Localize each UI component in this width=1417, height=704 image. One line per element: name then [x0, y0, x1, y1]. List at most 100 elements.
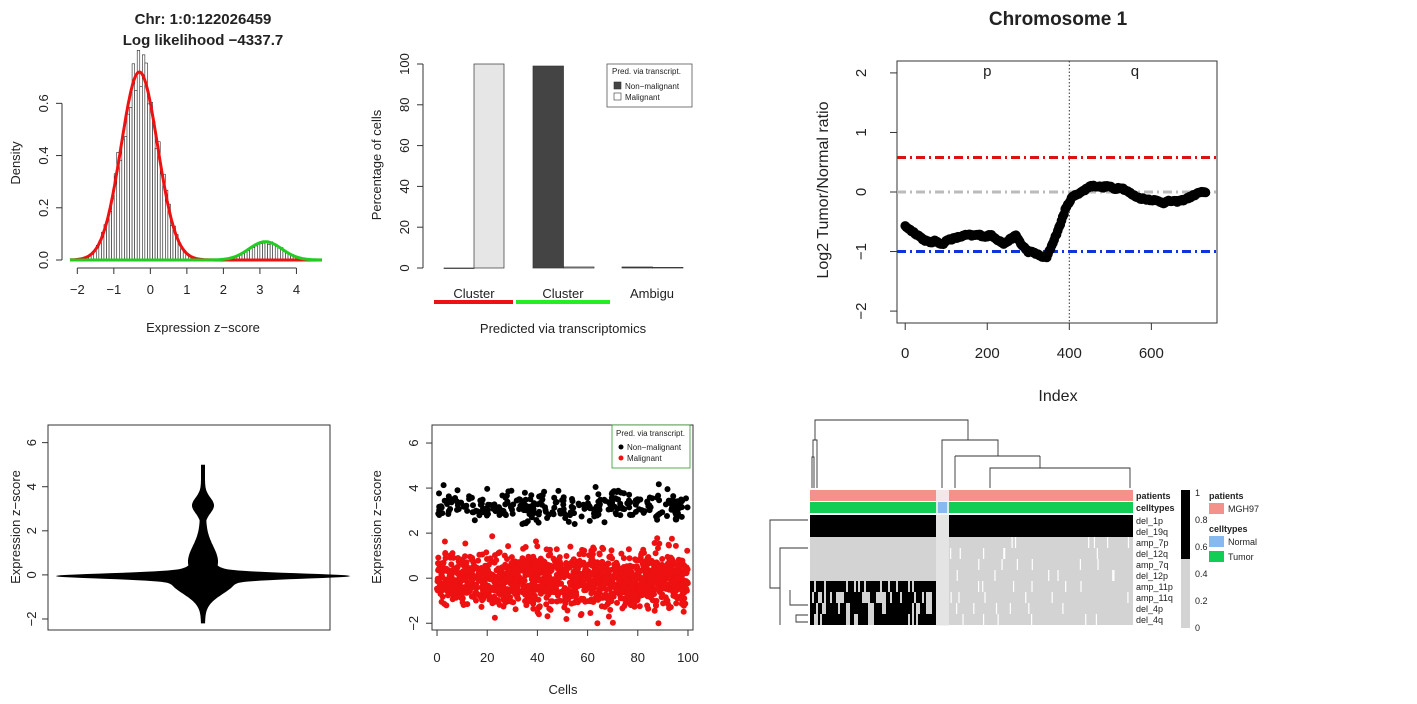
scatter-point: [569, 593, 576, 600]
scatter-point: [536, 604, 543, 611]
scatter-legend-item-nonmalignant: Non−malignant: [627, 443, 682, 452]
scatter-point: [627, 567, 634, 573]
scatter-point: [664, 513, 670, 519]
heatmap-cell: [886, 581, 888, 592]
scatter-point: [438, 598, 445, 605]
histogram-bar: [149, 101, 153, 261]
histogram-bar: [111, 198, 115, 261]
histogram-bar: [259, 243, 263, 261]
heatmap-row-block: [949, 581, 1133, 592]
heatmap-cell: [874, 592, 876, 603]
scatter-point: [504, 498, 511, 505]
arm-label-q: q: [1131, 63, 1139, 80]
heatmap-cell: [810, 592, 812, 603]
scatter-legend-title: Pred. via transcript.: [616, 429, 685, 438]
heatmap-cell: [860, 581, 862, 592]
heatmap-cell: [924, 614, 926, 625]
scatter-point: [534, 543, 541, 550]
heatmap-cell: [880, 614, 882, 625]
scatter-point: [543, 594, 550, 601]
heatmap-row-label: del_4q: [1136, 615, 1163, 625]
heatmap-cell: [876, 581, 878, 592]
scatter-point: [674, 569, 681, 576]
barplot-bars: [443, 63, 684, 269]
heatmap-cell: [850, 592, 852, 603]
heatmap-row-block: [810, 570, 936, 581]
scatter-point: [632, 556, 639, 563]
heatmap-cell: [898, 603, 900, 614]
heatmap-cell: [1088, 537, 1090, 548]
scatter-point: [487, 570, 494, 577]
scatter-point: [548, 598, 554, 605]
heatmap-row-block: [810, 603, 936, 614]
scatter-point: [618, 550, 625, 557]
scatter-point: [636, 568, 643, 575]
heatmap-cell: [950, 548, 952, 559]
heatmap-cell: [876, 603, 878, 614]
scatter-point: [588, 590, 595, 597]
scatter-point: [543, 601, 550, 608]
scatter-point: [505, 543, 512, 550]
density-x-tick-label: 3: [256, 282, 263, 297]
heatmap-cell: [924, 603, 926, 614]
scatter-point: [592, 484, 599, 490]
scatter-point: [608, 598, 615, 605]
scatter-y-tick-label: 4: [406, 484, 421, 491]
scatter-legend-dot-nonmalignant: [618, 444, 624, 450]
scatter-point: [659, 509, 666, 516]
heatmap-cell: [830, 581, 832, 592]
scatter-point: [587, 552, 594, 559]
heatmap-legend-label: MGH97: [1228, 504, 1259, 514]
scatter-point: [632, 591, 639, 597]
scatter-point: [443, 602, 450, 609]
heatmap-cell: [892, 592, 894, 603]
density-x-tick-label: 2: [220, 282, 227, 297]
heatmap-cell: [906, 603, 908, 614]
heatmap-cell: [840, 614, 842, 625]
scatter-point: [644, 602, 651, 609]
heatmap-cell: [922, 603, 924, 614]
density-histogram-bars: [80, 50, 304, 261]
heatmap-cell: [1009, 603, 1011, 614]
scatter-point: [614, 599, 620, 606]
scatter-point: [656, 540, 663, 547]
scatter-point: [544, 515, 551, 521]
annotation-label-celltypes: celltypes: [1136, 503, 1175, 513]
heatmap-cell: [810, 603, 812, 614]
heatmap-cell: [890, 603, 892, 614]
scatter-point: [440, 560, 446, 567]
heatmap-row-block: [949, 548, 1133, 559]
heatmap-cell: [982, 614, 985, 625]
scatter-point: [639, 560, 646, 567]
scatter-point: [633, 563, 640, 570]
scatter-point: [679, 581, 686, 588]
scatter-point: [684, 504, 691, 511]
scatter-point: [536, 493, 543, 500]
heatmap-cell: [818, 581, 820, 592]
scatter-point: [587, 572, 594, 579]
heatmap-cell: [844, 592, 846, 603]
scatter-point: [671, 582, 678, 589]
scatter-point: [506, 566, 513, 573]
scatter-point: [454, 487, 461, 494]
colorbar-tick-label: 1: [1195, 488, 1200, 498]
heatmap-cell: [894, 614, 896, 625]
heatmap-cell: [842, 581, 844, 592]
bar-nonmalignant: [532, 65, 564, 269]
histogram-bar: [170, 225, 174, 261]
chromosome-points: [900, 180, 1211, 263]
chromosome-threshold-lines: [897, 155, 1217, 254]
density-x-tick-label: 1: [183, 282, 190, 297]
scatter-point: [510, 501, 517, 508]
scatter-point: [480, 588, 486, 594]
heatmap-cell: [910, 592, 912, 603]
heatmap-cell: [840, 581, 842, 592]
scatter-point: [633, 574, 640, 581]
histogram-bar: [121, 138, 125, 261]
arm-label-p: p: [983, 63, 991, 80]
scatter-point: [449, 550, 456, 557]
heatmap-cell: [850, 581, 852, 592]
scatter-point: [672, 578, 678, 585]
scatter-point: [492, 508, 499, 515]
scatter-y-tick-label: 6: [406, 439, 421, 446]
